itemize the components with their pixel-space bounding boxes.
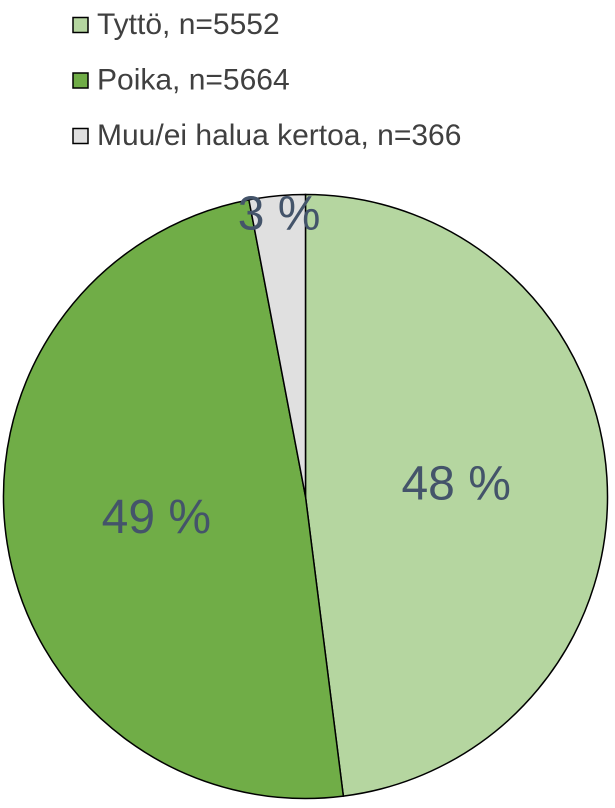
value-label: 48 % bbox=[401, 458, 510, 511]
legend-swatch bbox=[72, 127, 89, 145]
legend-text: Tyttö, n=5552 bbox=[97, 8, 280, 41]
value-label: 3 % bbox=[238, 188, 321, 241]
legend-swatch bbox=[72, 16, 89, 34]
pie-slice bbox=[248, 193, 307, 497]
pie-slice bbox=[2, 198, 345, 800]
legend-text: Poika, n=5664 bbox=[97, 63, 290, 96]
legend-text: Muu/ei halua kertoa, n=366 bbox=[97, 119, 461, 152]
pie-slice bbox=[304, 193, 609, 797]
value-label: 49 % bbox=[102, 491, 211, 544]
legend-swatch bbox=[72, 72, 89, 89]
